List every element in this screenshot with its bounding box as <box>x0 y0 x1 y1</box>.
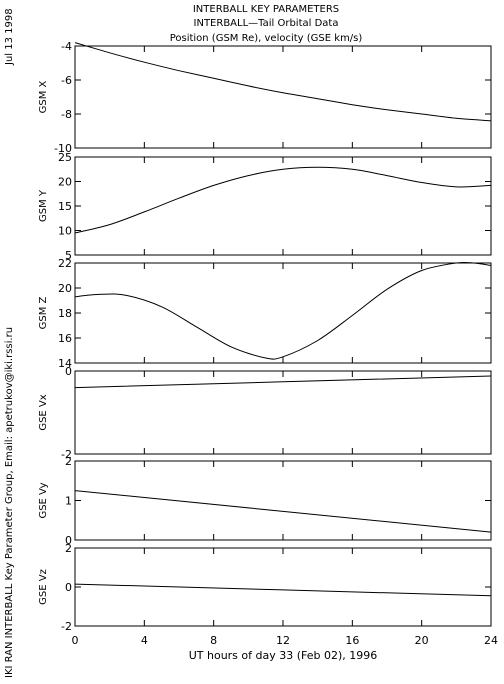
gsm-z-plot-frame <box>74 262 492 364</box>
gse-vz-ylabel: GSE Vz <box>38 569 49 605</box>
gse-vy-series-line <box>74 490 492 533</box>
gsm-x-plot-frame <box>74 45 492 149</box>
x-tick-label: 24 <box>484 634 498 647</box>
gse-vy-ytick-label: 0 <box>65 534 72 547</box>
gsm-z-ylabel: GSM Z <box>38 296 49 329</box>
x-tick-label: 8 <box>210 634 217 647</box>
gsm-y-ytick-label: 20 <box>58 176 72 189</box>
gsm-y-ytick-label: 25 <box>58 151 72 164</box>
gse-vz-ytick-label: 0 <box>65 581 72 594</box>
gsm-z-ytick-label: 14 <box>58 357 72 370</box>
gsm-x-ytick-label: -4 <box>61 40 72 53</box>
gsm-x-ytick-label: -8 <box>61 108 72 121</box>
credit-text: IKI RAN INTERBALL Key Parameter Group, E… <box>4 327 15 678</box>
gsm-y-ytick-label: 10 <box>58 225 72 238</box>
gse-vy-plot-frame <box>74 460 492 541</box>
gsm-y-ytick-label: 5 <box>65 249 72 262</box>
gse-vz-ytick-label: -2 <box>61 620 72 633</box>
chart-title-line3: Position (GSM Re), velocity (GSE km/s) <box>170 33 363 44</box>
gse-vx-ytick-label: -2 <box>61 448 72 461</box>
x-tick-label: 16 <box>345 634 359 647</box>
gsm-x-ytick-label: -6 <box>61 74 72 87</box>
x-axis-label: UT hours of day 33 (Feb 02), 1996 <box>189 649 378 662</box>
gsm-y-ytick-label: 15 <box>58 200 72 213</box>
gsm-z-ytick-label: 16 <box>58 332 72 345</box>
gsm-z-ytick-label: 22 <box>58 257 72 270</box>
gsm-y-series-line <box>74 166 492 234</box>
gse-vz-plot-frame <box>74 547 492 627</box>
gse-vy-ytick-label: 2 <box>65 455 72 468</box>
gse-vx-plot-frame <box>74 370 492 455</box>
gsm-y-ylabel: GSM Y <box>38 189 49 222</box>
gse-vx-series-line <box>74 375 492 389</box>
chart-title-line1: INTERBALL KEY PARAMETERS <box>193 4 339 15</box>
gse-vx-ylabel: GSE Vx <box>38 394 49 430</box>
gsm-x-series-line <box>74 42 492 122</box>
x-tick-label: 4 <box>141 634 148 647</box>
gsm-y-plot-frame <box>74 156 492 256</box>
x-tick-label: 12 <box>276 634 290 647</box>
gsm-z-ytick-label: 20 <box>58 282 72 295</box>
gse-vx-ytick-label: 0 <box>65 365 72 378</box>
date-stamp: Jul 13 1998 <box>4 8 15 66</box>
gse-vy-ytick-label: 1 <box>65 495 72 508</box>
gsm-x-ylabel: GSM X <box>38 80 49 113</box>
gse-vz-series-line <box>74 583 492 597</box>
gse-vy-ylabel: GSE Vy <box>38 482 49 518</box>
chart-title-line2: INTERBALL—Tail Orbital Data <box>194 18 339 29</box>
x-tick-label: 0 <box>72 634 79 647</box>
gse-vz-ytick-label: 2 <box>65 542 72 555</box>
gsm-z-series-line <box>74 261 492 360</box>
gsm-z-ytick-label: 18 <box>58 307 72 320</box>
x-tick-label: 20 <box>415 634 429 647</box>
gsm-x-ytick-label: -10 <box>54 142 72 155</box>
